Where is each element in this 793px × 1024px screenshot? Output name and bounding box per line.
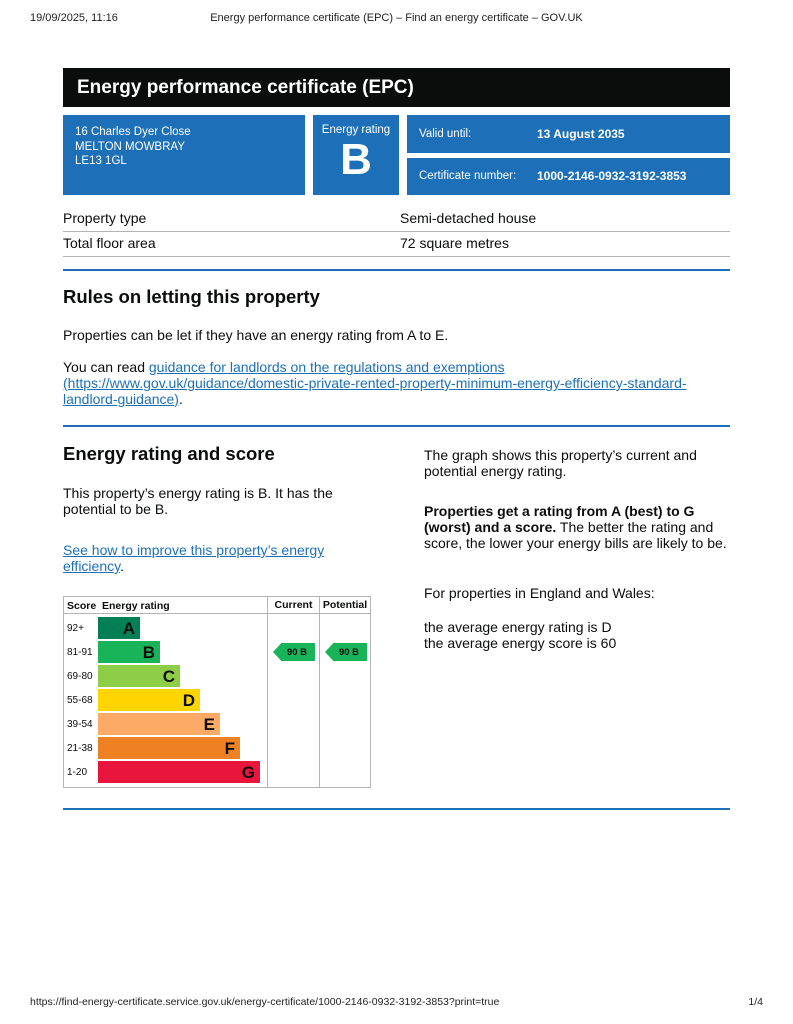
epc-band-row-A: 92+ A <box>64 616 267 640</box>
landlord-guidance-link[interactable]: guidance for landlords on the regulation… <box>63 359 687 407</box>
floor-area-label: Total floor area <box>63 235 156 251</box>
epc-chart-header: Score Energy rating Current Potential <box>64 597 370 614</box>
epc-band-row-C: 69-80 C <box>64 664 267 688</box>
rating-section: Energy rating and score This property’s … <box>63 427 730 788</box>
current-rating-arrow: 90 B <box>273 643 315 661</box>
epc-header-potential: Potential <box>319 597 370 613</box>
section-divider <box>63 425 730 427</box>
average-rating-line: the average energy rating is D <box>424 619 612 635</box>
epc-band-row-F: 21-38 F <box>64 736 267 760</box>
epc-score-label: 21-38 <box>67 742 93 754</box>
epc-band-letter: F <box>224 738 235 758</box>
graph-description: The graph shows this property’s current … <box>424 447 697 479</box>
epc-band-letter: B <box>142 642 155 662</box>
certificate-number-label: Certificate number: <box>419 170 517 183</box>
energy-rating-label: Energy rating <box>321 124 391 136</box>
epc-header-score: Score <box>67 600 97 612</box>
address-line-1: 16 Charles Dyer Close <box>75 126 191 138</box>
page-title: Energy performance certificate (EPC) <box>77 76 414 98</box>
rating-explanation-rest: The better the rating and score, the low… <box>424 519 727 551</box>
section-divider <box>63 808 730 810</box>
print-header: 19/09/2025, 11:16 Energy performance cer… <box>30 12 763 26</box>
average-score-line: the average energy score is 60 <box>424 635 617 651</box>
epc-band-letter: C <box>162 666 175 686</box>
certificate-number-value: 1000-2146-0932-3192-3853 <box>537 169 687 184</box>
energy-rating-box: Energy rating B <box>313 115 399 195</box>
epc-band-letter: A <box>122 618 135 638</box>
energy-rating-value: B <box>340 135 372 184</box>
average-values: the average energy rating is D the avera… <box>424 619 730 651</box>
address-line-3: LE13 1GL <box>75 155 127 167</box>
epc-potential-column: 90 B <box>319 614 370 787</box>
epc-score-label: 69-80 <box>67 670 93 682</box>
guidance-suffix: . <box>178 391 183 407</box>
rules-paragraph: Properties can be let if they have an en… <box>63 327 449 343</box>
epc-band-rows: 92+ A 81-91 B 69-80 C 55-68 D 39-54 E 21-38 F 1-20 G <box>64 614 267 787</box>
epc-band-C: C <box>98 665 180 687</box>
guidance-paragraph: You can read guidance for landlords on t… <box>63 359 730 407</box>
certificate-content: Energy performance certificate (EPC) 16 … <box>63 68 730 810</box>
epc-band-E: E <box>98 713 220 735</box>
validity-column: Valid until: 13 August 2035 Certificate … <box>407 115 730 195</box>
epc-score-label: 1-20 <box>67 766 88 778</box>
rating-explanation-bold: Properties get a rating from A (best) to… <box>424 503 695 535</box>
epc-band-letter: D <box>182 690 195 710</box>
rating-summary-text: This property’s energy rating is B. It h… <box>63 485 333 517</box>
epc-band-A: A <box>98 617 140 639</box>
epc-current-column: 90 B <box>267 614 319 787</box>
property-details-table: Property type Semi-detached house Total … <box>63 207 730 257</box>
epc-band-D: D <box>98 689 200 711</box>
table-row: Total floor area 72 square metres <box>63 232 730 257</box>
floor-area-value: 72 square metres <box>400 235 509 251</box>
address-line-2: MELTON MOWBRAY <box>75 140 185 153</box>
epc-band-row-E: 39-54 E <box>64 712 267 736</box>
epc-score-label: 55-68 <box>67 694 93 706</box>
print-page-number: 1/4 <box>748 996 763 1008</box>
epc-band-G: G <box>98 761 260 783</box>
epc-band-row-B: 81-91 B <box>64 640 267 664</box>
epc-band-B: B <box>98 641 160 663</box>
certificate-number-box: Certificate number: 1000-2146-0932-3192-… <box>407 157 730 195</box>
epc-band-letter: G <box>241 762 255 782</box>
epc-band-row-D: 55-68 D <box>64 688 267 712</box>
certificate-banner: Energy performance certificate (EPC) <box>63 68 730 107</box>
epc-band-row-G: 1-20 G <box>64 760 267 784</box>
rating-explanation: Properties get a rating from A (best) to… <box>424 503 730 551</box>
certificate-summary: 16 Charles Dyer Close MELTON MOWBRAY LE1… <box>63 115 730 195</box>
energy-rating-chart: Score Energy rating Current Potential 92… <box>63 596 371 788</box>
print-footer: https://find-energy-certificate.service.… <box>30 996 763 1008</box>
valid-until-label: Valid until: <box>419 127 472 140</box>
rating-right-column: The graph shows this property’s current … <box>424 427 730 788</box>
epc-score-label: 39-54 <box>67 718 93 730</box>
print-footer-url: https://find-energy-certificate.service.… <box>30 996 500 1008</box>
epc-score-label: 81-91 <box>67 646 93 658</box>
table-row: Property type Semi-detached house <box>63 207 730 232</box>
print-page-title: Energy performance certificate (EPC) – F… <box>210 12 583 24</box>
valid-until-box: Valid until: 13 August 2035 <box>407 115 730 153</box>
epc-header-rating: Energy rating <box>102 600 170 612</box>
improve-suffix: . <box>120 558 124 574</box>
property-address-box: 16 Charles Dyer Close MELTON MOWBRAY LE1… <box>63 115 305 195</box>
epc-band-letter: E <box>203 714 215 734</box>
epc-header-current: Current <box>267 597 319 613</box>
guidance-prefix: You can read <box>63 359 149 375</box>
print-timestamp: 19/09/2025, 11:16 <box>30 12 118 24</box>
epc-chart-body: 92+ A 81-91 B 69-80 C 55-68 D 39-54 E 21-38 F 1-20 G … <box>64 614 370 787</box>
epc-band-F: F <box>98 737 240 759</box>
improve-efficiency-link[interactable]: See how to improve this property’s energ… <box>63 542 325 574</box>
potential-rating-arrow: 90 B <box>325 643 367 661</box>
valid-until-value: 13 August 2035 <box>537 126 625 141</box>
rules-heading: Rules on letting this property <box>63 286 320 307</box>
section-divider <box>63 269 730 271</box>
rating-heading: Energy rating and score <box>63 443 275 464</box>
property-type-value: Semi-detached house <box>400 210 537 226</box>
property-type-label: Property type <box>63 210 147 226</box>
epc-score-label: 92+ <box>67 622 84 634</box>
improve-paragraph: See how to improve this property’s energ… <box>63 542 385 574</box>
rating-left-column: Energy rating and score This property’s … <box>63 427 424 788</box>
england-wales-intro: For properties in England and Wales: <box>424 585 655 601</box>
